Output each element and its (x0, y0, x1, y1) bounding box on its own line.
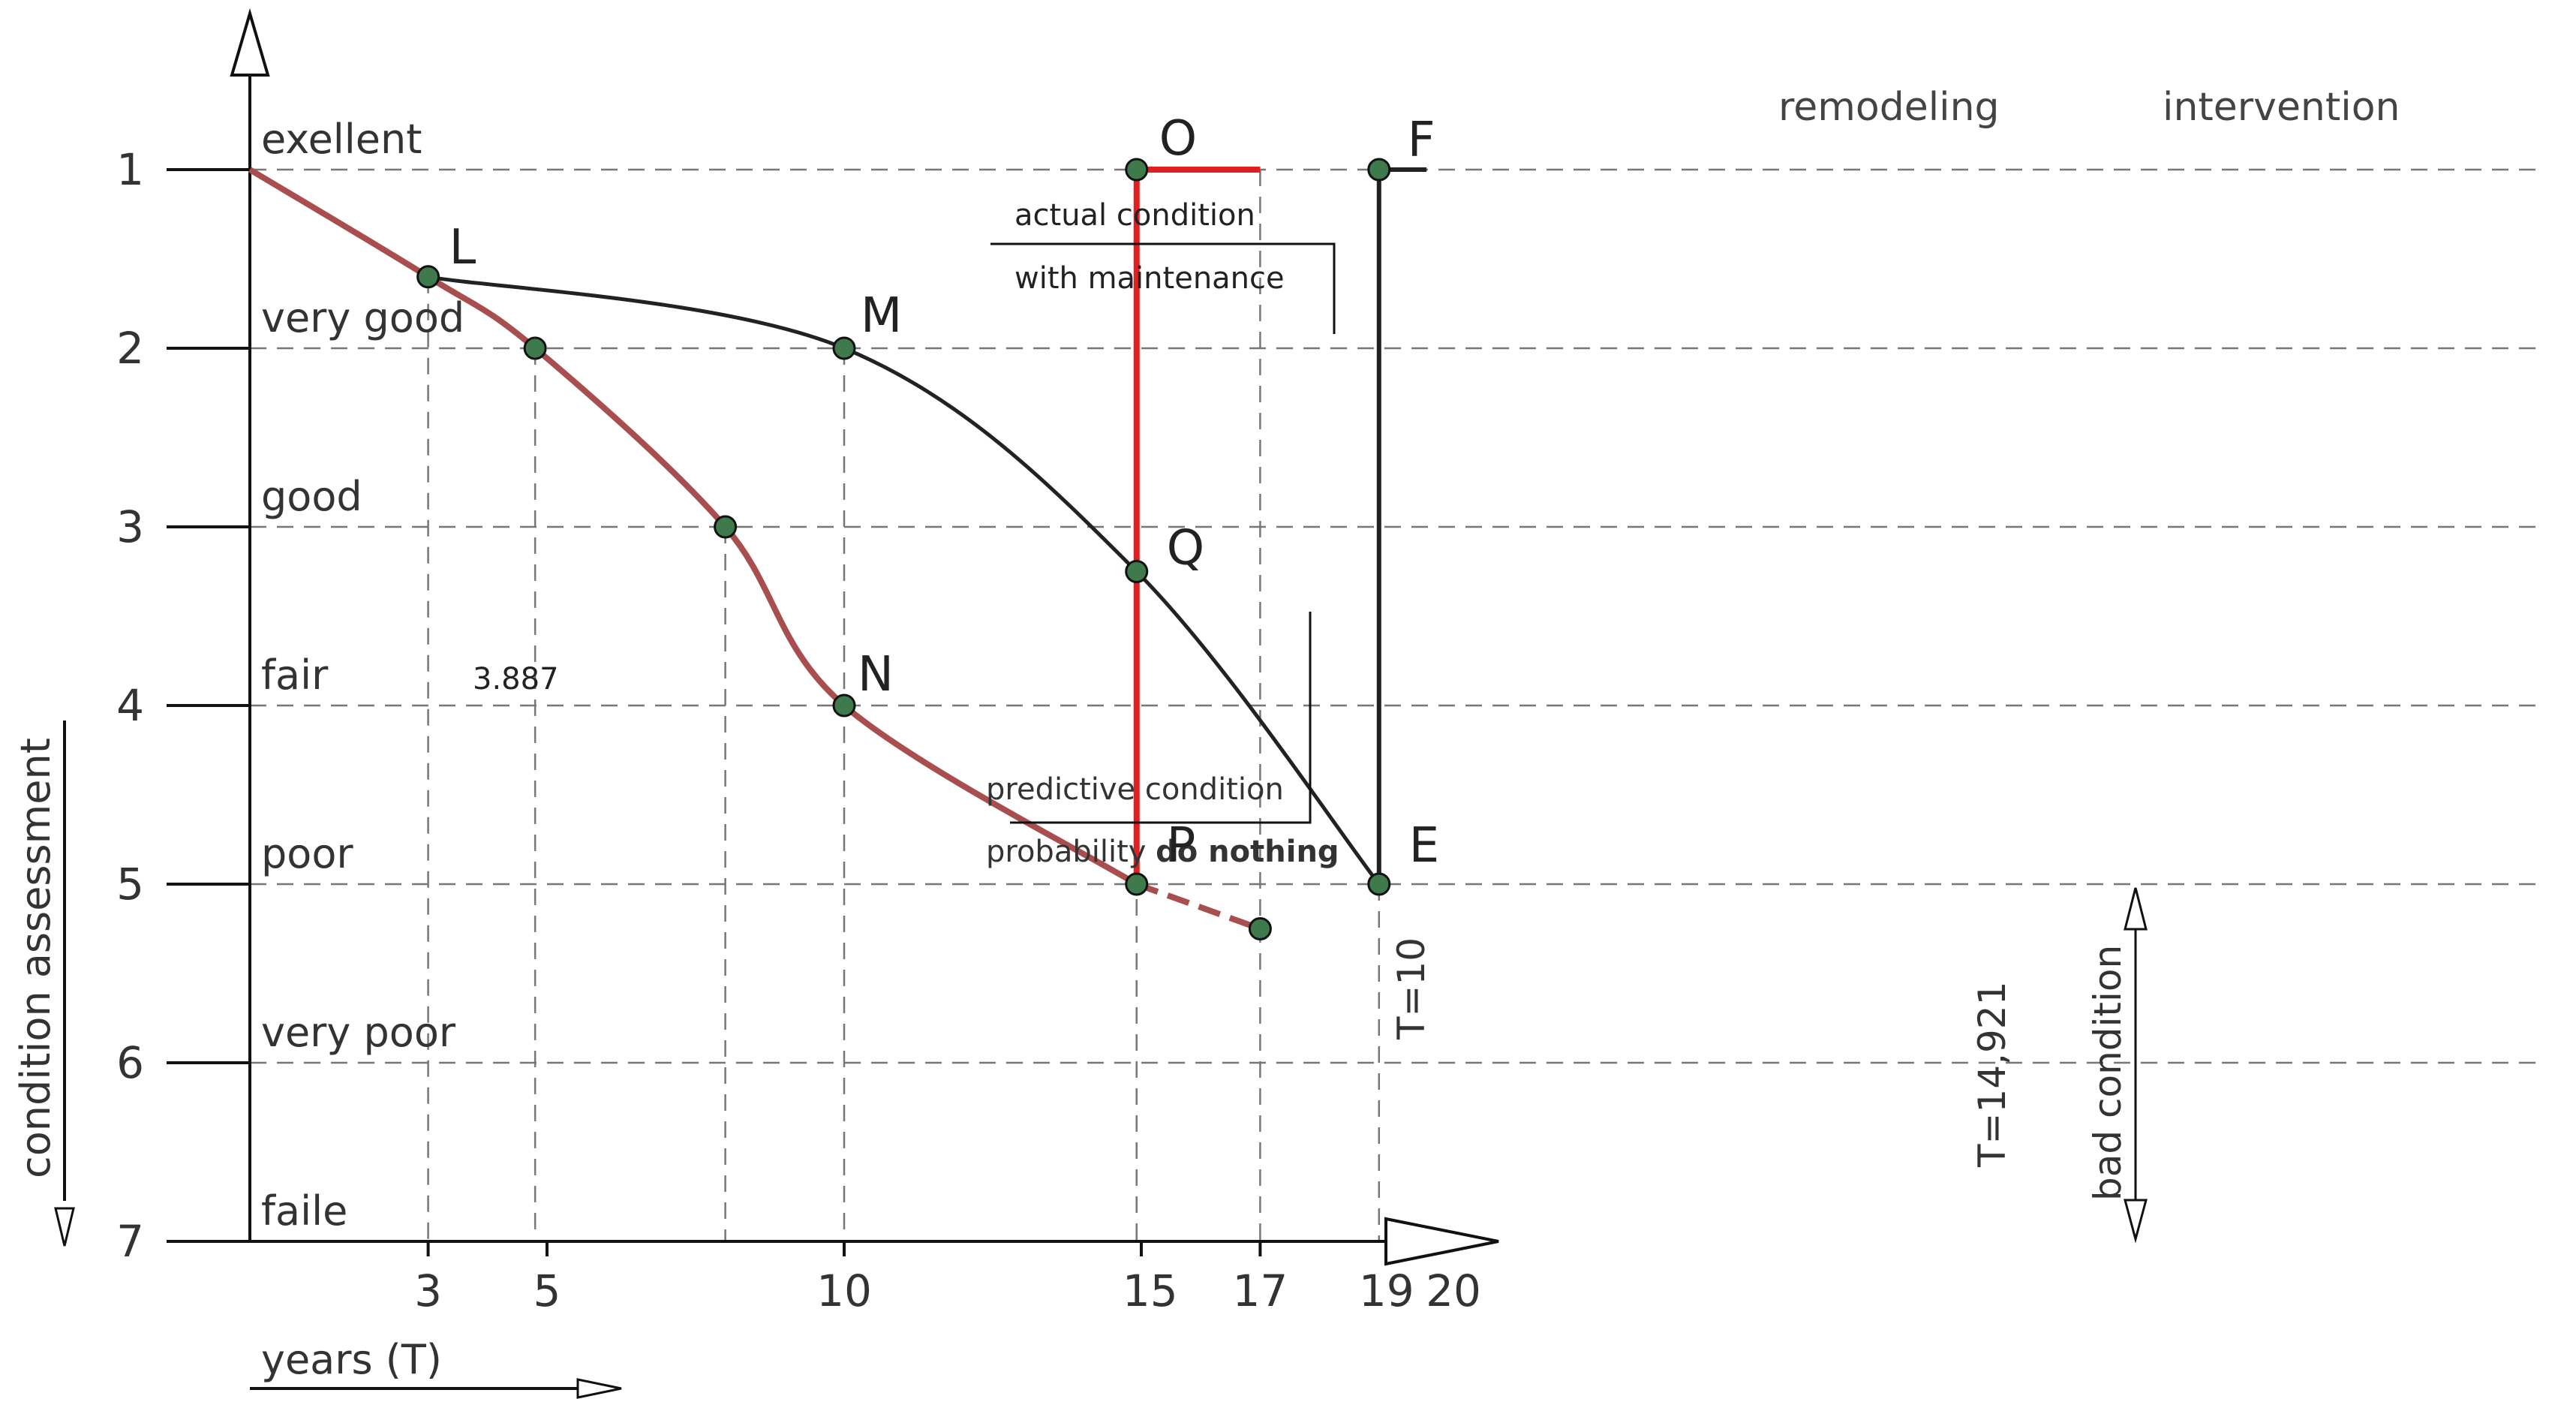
data-point-u8 (523, 336, 547, 360)
data-point-u10 (1248, 917, 1272, 940)
y-tick-label-1: 1 (116, 144, 144, 195)
y-tick-label-7: 7 (116, 1216, 144, 1267)
x-tick-label-17: 17 (1232, 1265, 1288, 1316)
condition-label-5: poor (261, 830, 353, 877)
data-point-E (1367, 872, 1391, 896)
y-axis-title: condition assessment (12, 738, 59, 1178)
x-tick-label-19: 19 (1359, 1265, 1414, 1316)
data-point-L (416, 265, 440, 289)
predictive-condition-label: predictive condition (986, 772, 1284, 807)
predictive-condition-leader (1010, 612, 1312, 824)
remodeling-label: remodeling (1778, 85, 2000, 130)
data-point-M (832, 336, 856, 360)
condition-label-2: very good (261, 294, 464, 341)
data-point-P (1125, 872, 1149, 896)
probability-do-nothing-label: probability do nothing (986, 835, 1339, 869)
condition-label-4: fair (261, 651, 329, 699)
arrow-up-icon (2124, 887, 2148, 931)
y-tick-label-2: 2 (116, 323, 144, 374)
data-point-u9 (714, 515, 738, 539)
axes-layer: 1 2 3 4 5 6 7 exellent very good good fair poor very… (54, 8, 1499, 1399)
y-title-arrow-icon (54, 1207, 75, 1247)
annotation-layer: years (T) condition assessment 3.887 T=1… (12, 85, 2400, 1383)
t10-label: T=10 (1390, 937, 1433, 1040)
point-label-M: M (861, 288, 902, 344)
point-label-F: F (1408, 113, 1435, 168)
data-point-O (1125, 158, 1149, 182)
x-axis-title: years (T) (261, 1336, 442, 1383)
point-label-Q: Q (1167, 521, 1204, 576)
value-3887-label: 3.887 (473, 662, 559, 696)
x-tick-label-3: 3 (414, 1265, 442, 1316)
x-tick-label-5: 5 (534, 1265, 561, 1316)
series-layer (248, 158, 2148, 1244)
point-label-O: O (1159, 111, 1197, 167)
y-tick-label-6: 6 (116, 1037, 144, 1088)
y-tick-label-5: 5 (116, 859, 144, 910)
data-point-F (1367, 158, 1391, 182)
series-do-nothing-extension (1135, 881, 1261, 932)
point-label-L: L (449, 220, 476, 275)
arrow-down-icon (2124, 1199, 2148, 1244)
point-label-E: E (1409, 818, 1439, 874)
actual-condition-label: actual condition (1014, 198, 1255, 233)
t14921-label: T=14,921 (1970, 982, 2014, 1168)
point-label-N: N (858, 647, 894, 702)
x-axis-arrow-icon (1384, 1217, 1499, 1266)
x-tick-label-10: 10 (816, 1265, 872, 1316)
x-tick-label-15: 15 (1123, 1265, 1178, 1316)
y-axis-arrow-icon (230, 8, 270, 77)
series-actual-condition-line (428, 275, 1381, 886)
data-point-N (832, 693, 856, 718)
intervention-label: intervention (2163, 85, 2400, 130)
with-maintenance-label: with maintenance (1014, 261, 1285, 296)
y-tick-label-3: 3 (116, 501, 144, 552)
actual-condition-leader (990, 242, 1336, 334)
condition-label-3: good (261, 473, 362, 520)
condition-label-6: very poor (261, 1009, 456, 1056)
y-tick-label-4: 4 (116, 680, 144, 731)
point-label-P: P (1167, 818, 1196, 874)
do-nothing-bold: do nothing (1156, 835, 1339, 869)
x-tick-label-20: 20 (1426, 1265, 1481, 1316)
probability-prefix: probability (986, 835, 1156, 869)
condition-label-1: exellent (261, 116, 422, 163)
grid-layer (250, 168, 2536, 1241)
condition-label-7: faile (261, 1187, 347, 1235)
series-do-nothing-line (248, 167, 1138, 887)
data-point-Q (1125, 560, 1149, 583)
x-title-arrow-icon (576, 1378, 622, 1399)
bad-condition-label: bad condition (2086, 945, 2130, 1201)
